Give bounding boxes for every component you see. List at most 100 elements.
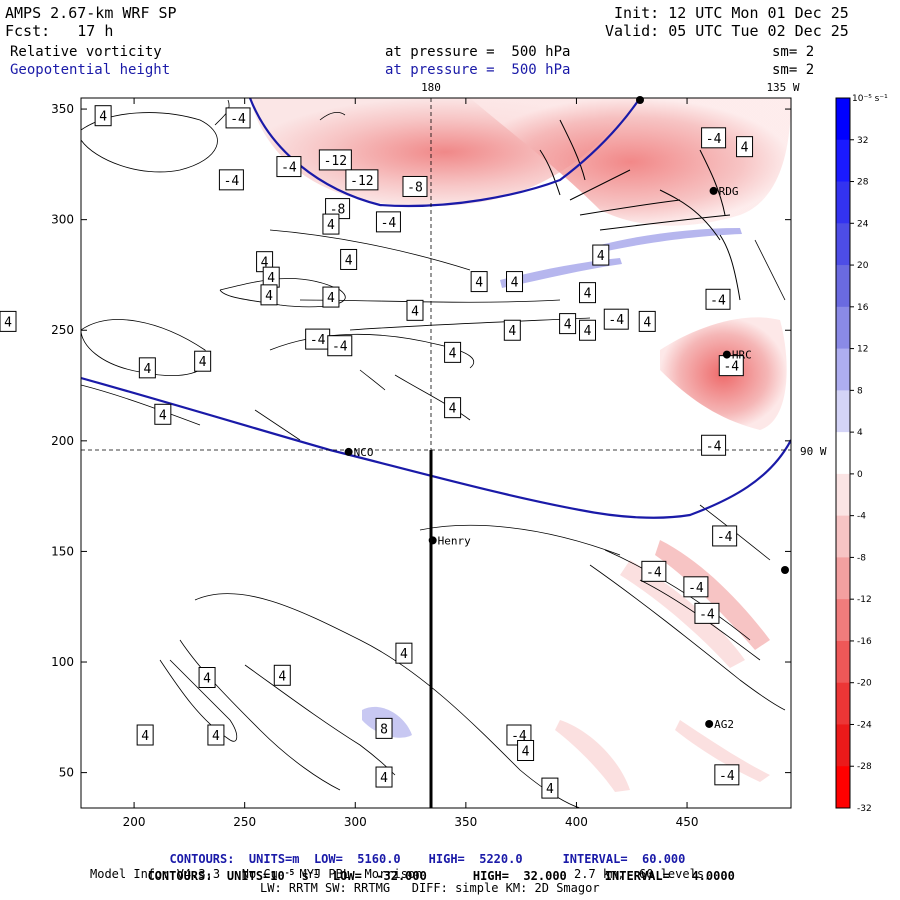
contour-label: 4	[736, 136, 754, 158]
colorbar-tick-label: -24	[857, 720, 872, 730]
colorbar-tick-label: -8	[857, 553, 866, 563]
contour-label: 4	[579, 319, 597, 341]
contour-label: 4	[592, 244, 610, 266]
contour-label-text: 4	[597, 249, 605, 264]
model-title: AMPS 2.67-km WRF SP	[5, 4, 177, 22]
contour-label: -4	[218, 169, 244, 191]
contour-label-text: 4	[522, 744, 530, 759]
contour-label-text: 4	[411, 304, 419, 319]
field1-level: at pressure = 500 hPa	[385, 44, 571, 60]
footer-geo-interval: INTERVAL= 60.000	[562, 852, 686, 866]
footer-vort-exp: -5	[284, 868, 295, 877]
contour-label: -4	[718, 355, 744, 377]
colorbar-tick-label: -4	[857, 512, 866, 522]
contour-label-text: -4	[688, 581, 704, 596]
colorbar-tick-label: 20	[857, 261, 869, 271]
footer-vort-sexp: -1	[308, 868, 319, 877]
contour-label-text: 4	[141, 729, 149, 744]
contour-label: 4	[260, 284, 278, 306]
colorbar-swatch	[836, 306, 850, 350]
contour-label: 4	[375, 766, 393, 788]
contour-label: 4	[154, 403, 172, 425]
contour-label: 4	[340, 248, 358, 270]
colorbar-swatch	[836, 139, 850, 183]
lon-label-90w: 90 W	[800, 445, 827, 458]
station-marker	[428, 536, 437, 545]
contour-label-text: 4	[380, 771, 388, 786]
contour-label: 4	[194, 350, 212, 372]
contour-label-text: 4	[475, 276, 483, 291]
contour-label-text: -4	[646, 565, 662, 580]
colorbar-tick-label: -28	[857, 762, 872, 772]
contour-label-text: 4	[261, 256, 269, 271]
contour-label: 4	[273, 664, 291, 686]
contour-label: 4	[322, 213, 340, 235]
contour-label: 4	[444, 341, 462, 363]
contour-label: -4	[701, 434, 727, 456]
colorbar-swatch	[836, 766, 850, 809]
valid-time: Valid: 05 UTC Tue 02 Dec 25	[605, 22, 849, 40]
forecast-hour: Fcst: 17 h	[5, 22, 114, 40]
footer-geo-high: HIGH= 5220.0	[428, 852, 523, 866]
colorbar-tick-label: -32	[857, 804, 872, 814]
contour-label-text: -4	[310, 333, 326, 348]
x-tick-label: 200	[123, 815, 146, 829]
colorbar-swatch	[836, 473, 850, 517]
contour-label: -4	[603, 308, 629, 330]
contour-label-text: 4	[449, 402, 457, 417]
contour-label-text: 4	[741, 141, 749, 156]
colorbar-swatch	[836, 515, 850, 558]
contour-label: 8	[375, 717, 393, 739]
y-tick-label: 300	[51, 213, 74, 227]
lon-label-135w: 135 W	[766, 81, 799, 94]
contour-label: 4	[506, 271, 524, 293]
y-tick-label: 50	[59, 766, 74, 780]
contour-label: -4	[683, 576, 709, 598]
contour-label: 4	[138, 357, 156, 379]
contour-label-text: -4	[224, 174, 240, 189]
contour-label-text: 4	[4, 315, 12, 330]
contour-label-text: 4	[564, 318, 572, 333]
y-tick-label: 100	[51, 655, 74, 669]
contour-label-text: 4	[449, 346, 457, 361]
colorbar-tick-label: 12	[857, 345, 868, 355]
positive-vorticity-band2	[600, 228, 742, 252]
contour-label: -4	[701, 127, 727, 149]
contour-label: 4	[638, 310, 656, 332]
station-marker	[722, 350, 731, 359]
contour-label-text: -8	[407, 180, 423, 195]
contour-label: 4	[559, 313, 577, 335]
contour-label-text: 4	[400, 647, 408, 662]
y-axis: 50 100 150 200 250 300 350	[51, 102, 791, 780]
colorbar-swatch	[836, 265, 850, 308]
x-tick-label: 250	[233, 815, 256, 829]
y-tick-label: 350	[51, 102, 74, 116]
contour-label-text: -4	[706, 439, 722, 454]
x-tick-label: 450	[676, 815, 699, 829]
station-marker	[709, 186, 718, 195]
contour-label-text: -4	[230, 112, 246, 127]
colorbar-swatch	[836, 348, 850, 391]
contour-label: 4	[262, 266, 280, 288]
contour-label-text: 4	[643, 315, 651, 330]
init-time: Init: 12 UTC Mon 01 Dec 25	[614, 4, 849, 22]
footer-model-info: Model Info: V4.3.3 No Cu MYJ PBL Morriso…	[90, 867, 423, 881]
contour-label-text: 4	[511, 276, 519, 291]
colorbar-swatch	[836, 724, 850, 767]
contour-label-text: 4	[327, 291, 335, 306]
contour-label: 4	[517, 739, 535, 761]
footer-geopotential-line: CONTOURS: UNITS=m LOW= 5160.0 HIGH= 5220.…	[155, 838, 685, 866]
map-field	[81, 98, 791, 808]
contour-label: -4	[705, 288, 731, 310]
station-label: HRC	[732, 349, 752, 362]
colorbar-frame	[835, 97, 851, 809]
geopotential-5220	[81, 376, 791, 519]
contour-label: 4	[198, 667, 216, 689]
field2-level: at pressure = 500 hPa	[385, 62, 571, 78]
colorbar-tick-label: -20	[857, 679, 872, 689]
colorbar-units: 10⁻⁵ s⁻¹	[852, 94, 888, 104]
station-marker	[705, 719, 714, 728]
contour-label: 4	[94, 105, 112, 127]
